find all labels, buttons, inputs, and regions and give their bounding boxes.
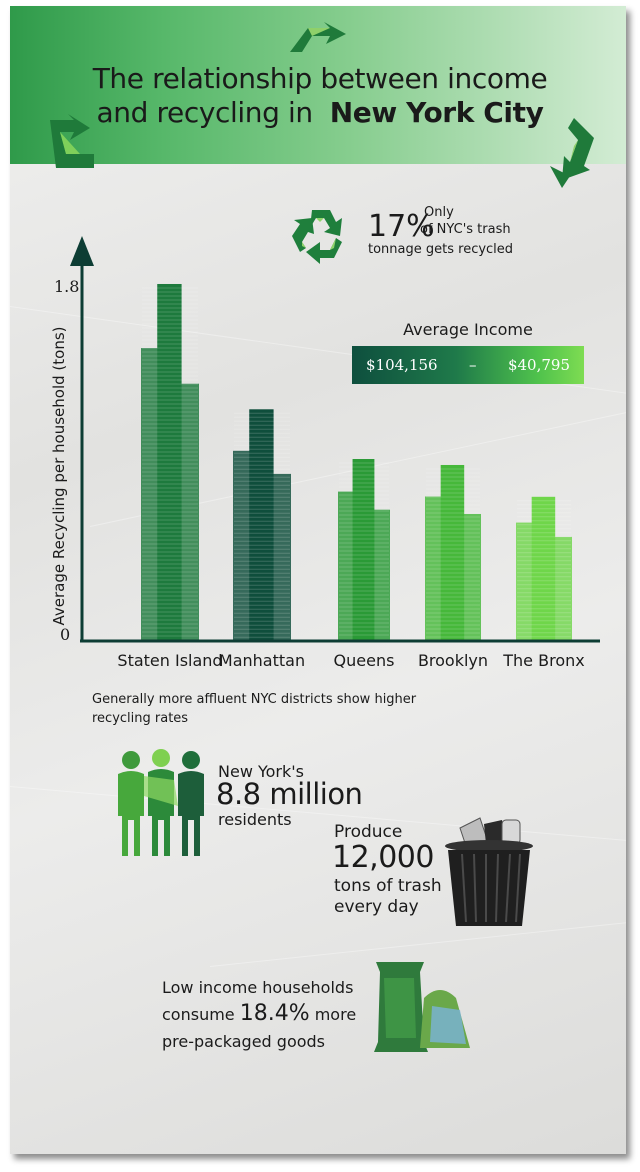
recycle-arrow-icon (550, 118, 594, 188)
y-axis-label: Average Recycling per household (tons) (50, 327, 68, 626)
trash-can-icon (445, 817, 533, 926)
x-tick-label: Staten Island (117, 651, 222, 670)
y-axis-arrow-icon (70, 236, 94, 266)
page-title: The relationship between income and recy… (50, 62, 590, 130)
bars-group (141, 283, 572, 640)
stat-recycled-line1: Only (424, 205, 454, 220)
residents-value: 8.8 million (216, 777, 363, 811)
packaged-line1: Low income households (162, 978, 354, 997)
chart-caption-line2: recycling rates (92, 711, 189, 726)
residents-line1: New York's (218, 762, 304, 781)
bar-manhattan (233, 409, 291, 640)
bar-the-bronx (516, 496, 572, 640)
bar-brooklyn (425, 464, 481, 640)
recycle-arrow-icon (290, 22, 346, 52)
packaged-line2-suffix: more (314, 1005, 357, 1024)
packaged-value: 18.4% (239, 1001, 310, 1026)
stat-recycled-line3: tonnage gets recycled (368, 242, 514, 257)
title-city: New York City (329, 96, 544, 129)
recycle-symbol-icon (292, 210, 342, 264)
x-tick-label: Queens (334, 651, 395, 670)
snack-bag-icon (374, 962, 470, 1052)
packaged-line2-prefix: consume (162, 1005, 235, 1024)
recycle-arrow-icon (50, 114, 94, 168)
income-low-value: $40,795 (507, 356, 570, 374)
y-tick-zero: 0 (60, 625, 70, 644)
x-tick-label: Brooklyn (418, 651, 488, 670)
x-tick-label: The Bronx (502, 651, 584, 670)
residents-line3: residents (218, 810, 292, 829)
trash-value: 12,000 (332, 840, 434, 875)
title-line-2-prefix: and recycling in (96, 96, 314, 129)
y-tick-max: 1.8 (54, 277, 79, 296)
chart-caption-line1: Generally more affluent NYC districts sh… (92, 692, 417, 707)
income-gradient-legend: $104,156 – $40,795 (352, 346, 584, 384)
income-legend-label: Average Income (403, 320, 533, 339)
people-icon (118, 749, 204, 856)
title-line-1: The relationship between income (92, 62, 548, 95)
packaged-line3: pre-packaged goods (162, 1032, 326, 1051)
chart-caption: Generally more affluent NYC districts sh… (92, 690, 416, 728)
stat-recycled-value: 17% (368, 209, 435, 244)
trash-line4: every day (334, 897, 419, 917)
trash-line3: tons of trash (334, 876, 442, 896)
bar-queens (338, 459, 390, 640)
recycling-bar-chart: 1.8 0 Average Recycling per household (t… (50, 236, 600, 670)
stat-recycled-line2: of NYC's trash (420, 222, 511, 237)
packaged-line2: consume 18.4% more (162, 1001, 356, 1026)
infographic-sheet: The relationship between income and recy… (10, 6, 626, 1154)
trash-line1: Produce (334, 822, 403, 842)
x-tick-label: Manhattan (219, 651, 305, 670)
income-dash: – (469, 356, 477, 374)
title-line-2: and recycling in New York City (50, 96, 590, 130)
income-high-value: $104,156 (366, 356, 438, 374)
bar-staten-island (141, 283, 199, 640)
